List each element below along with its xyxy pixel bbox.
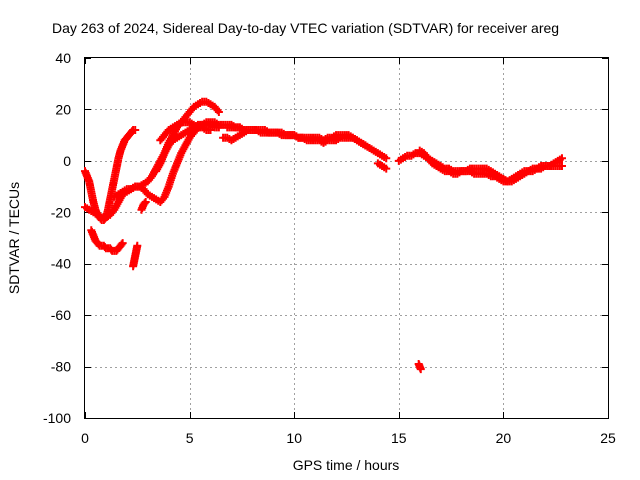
y-tick-label: -100 <box>43 410 71 426</box>
data-point <box>214 108 223 116</box>
data-points <box>81 97 566 374</box>
x-tick-label: 15 <box>391 430 407 446</box>
series-s2 <box>87 226 127 255</box>
chart-title: Day 263 of 2024, Sidereal Day-to-day VTE… <box>52 20 559 36</box>
x-axis-label: GPS time / hours <box>293 457 400 473</box>
data-point <box>140 199 149 208</box>
series-s13 <box>415 146 566 186</box>
data-point <box>557 154 566 163</box>
data-point <box>416 365 425 374</box>
data-point <box>131 126 140 134</box>
y-tick-label: 20 <box>55 101 71 117</box>
series-s3 <box>129 241 142 271</box>
data-point <box>118 239 127 248</box>
y-tick-label: -40 <box>51 256 71 272</box>
data-point <box>361 141 370 150</box>
x-tick-label: 0 <box>81 430 89 446</box>
series-s14 <box>414 360 425 374</box>
plot-frame <box>84 57 609 419</box>
series-s5 <box>137 198 150 214</box>
series-s10 <box>223 123 370 150</box>
series-s8 <box>156 118 215 145</box>
data-point <box>557 162 566 170</box>
grid-lines <box>85 58 608 418</box>
axis-ticks: 0 5 10 15 20 25 -100 -80 -60 -40 -20 0 20 40 <box>43 50 616 446</box>
data-point <box>382 154 391 163</box>
y-tick-label: -60 <box>51 307 71 323</box>
series-s11 <box>373 159 391 173</box>
y-tick-label: -80 <box>51 359 71 375</box>
data-point <box>382 164 391 173</box>
y-axis-label: SDTVAR / TECUs <box>6 182 22 294</box>
x-tick-label: 25 <box>600 430 616 446</box>
y-tick-label: 40 <box>55 50 71 66</box>
data-point <box>133 241 142 250</box>
y-tick-label: 0 <box>63 153 71 169</box>
data-point <box>117 240 126 249</box>
data-point <box>141 198 150 206</box>
x-tick-label: 5 <box>186 430 194 446</box>
y-tick-label: -20 <box>51 204 71 220</box>
data-point <box>206 126 215 134</box>
x-tick-label: 10 <box>286 430 302 446</box>
x-tick-label: 20 <box>496 430 512 446</box>
